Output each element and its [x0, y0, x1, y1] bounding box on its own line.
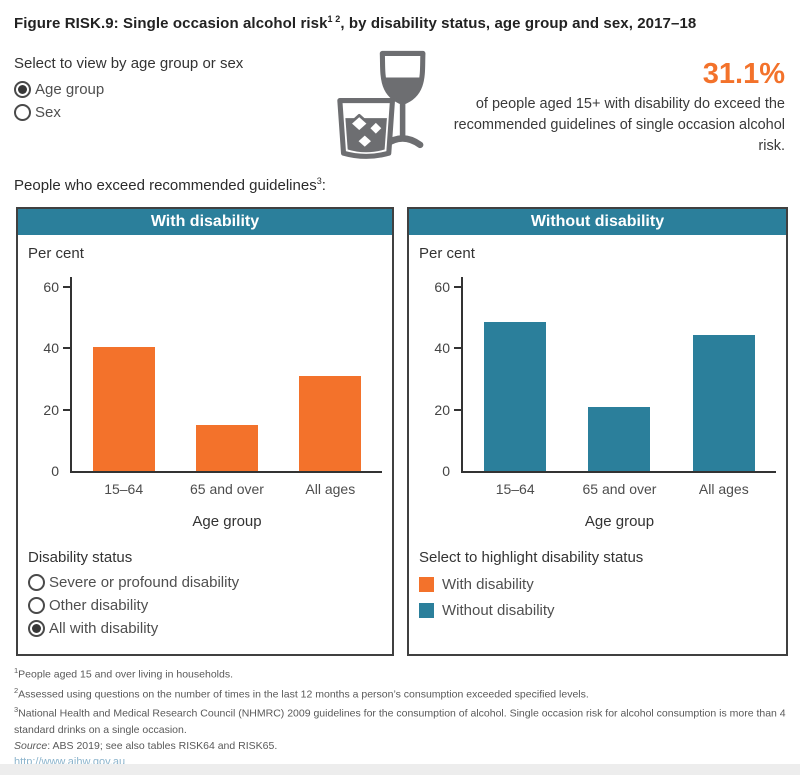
- plot: 0 20 40 60: [30, 277, 382, 479]
- panel-with-disability-title: With disability: [18, 209, 392, 235]
- footnotes-block: 1People aged 15 and over living in house…: [14, 663, 786, 770]
- radio-button-icon[interactable]: [14, 81, 31, 98]
- y-axis-line: [461, 277, 463, 471]
- bar-15–64[interactable]: [484, 322, 547, 471]
- panel-with-disability: With disability Per cent 0 20 40 60 15–64 65…: [16, 207, 394, 656]
- bar-65 and over[interactable]: [195, 425, 258, 471]
- highlight-legend-label: Select to highlight disability status: [419, 549, 644, 566]
- footnote-1: 1People aged 15 and over living in house…: [14, 666, 233, 681]
- radio-age-group-label: Age group: [35, 81, 105, 98]
- page-bottom-strip: [0, 764, 800, 775]
- with-disability-swatch-icon: [419, 576, 434, 592]
- y-axis-line: [70, 277, 72, 471]
- legend-item-with-disability[interactable]: With disability: [419, 571, 778, 597]
- x-label-15–64: 15–64: [495, 481, 535, 497]
- disability-status-group: Disability status Severe or profound dis…: [28, 549, 384, 640]
- x-label-65 and over: 65 and over: [190, 481, 264, 497]
- bar-65 and over[interactable]: [588, 406, 651, 471]
- source-line: Source: ABS 2019; see also tables RISK64…: [14, 739, 278, 752]
- radio-sex-label: Sex: [35, 104, 61, 121]
- x-labels: 15–64 65 and over All ages: [72, 481, 382, 497]
- radio-button-icon[interactable]: [28, 620, 45, 637]
- bars-area: [72, 287, 382, 471]
- legend-item-without-disability[interactable]: Without disability: [419, 597, 778, 623]
- footnote-2: 2Assessed using questions on the number …: [14, 685, 589, 701]
- view-selector-group: Select to view by age group or sex Age g…: [14, 55, 314, 124]
- radio-button-icon[interactable]: [28, 597, 45, 614]
- wine-glass-and-tumbler-icon: [337, 50, 426, 159]
- bar-slot: [567, 287, 671, 471]
- radio-other-disability[interactable]: Other disability: [28, 594, 384, 617]
- x-labels: 15–64 65 and over All ages: [463, 481, 776, 497]
- without-disability-swatch-icon: [419, 602, 434, 618]
- bar-slot: [175, 287, 278, 471]
- bar-15–64[interactable]: [92, 347, 155, 471]
- x-axis-line: [461, 471, 776, 473]
- radio-other-disability-label: Other disability: [49, 597, 149, 614]
- radio-sex[interactable]: Sex: [14, 101, 314, 124]
- legend-without-disability-label: Without disability: [442, 601, 555, 619]
- radio-all-with-disability[interactable]: All with disability: [28, 617, 384, 640]
- radio-severe-profound-label: Severe or profound disability: [49, 574, 240, 591]
- stat-description: of people aged 15+ with disability do ex…: [453, 96, 785, 154]
- x-axis-title: Age group: [584, 513, 655, 530]
- bar-slot: [672, 287, 776, 471]
- x-label-15–64: 15–64: [104, 481, 144, 497]
- x-label-65 and over: 65 and over: [582, 481, 657, 497]
- radio-button-icon[interactable]: [28, 574, 45, 591]
- bar-slot: [279, 287, 382, 471]
- y-axis-ticks: 0 20 40 60: [30, 279, 72, 479]
- y-axis-title: Per cent: [419, 245, 475, 262]
- radio-button-icon[interactable]: [14, 104, 31, 121]
- disability-status-label: Disability status: [28, 549, 133, 566]
- radio-severe-profound[interactable]: Severe or profound disability: [28, 571, 384, 594]
- y-axis-title: Per cent: [28, 245, 84, 262]
- bar-All ages[interactable]: [692, 334, 755, 471]
- highlight-legend-group: Select to highlight disability status Wi…: [419, 549, 778, 623]
- panel-without-disability-title: Without disability: [409, 209, 786, 235]
- bars-area: [463, 287, 776, 471]
- stat-callout: 31.1% of people aged 15+ with disability…: [433, 58, 785, 157]
- stat-value: 31.1%: [702, 58, 785, 90]
- plot: 0 20 40 60: [421, 277, 776, 479]
- charts-subtitle: People who exceed recommended guidelines…: [14, 176, 326, 194]
- radio-all-with-disability-label: All with disability: [49, 620, 159, 637]
- y-axis-ticks: 0 20 40 60: [421, 279, 463, 479]
- bar-All ages[interactable]: [299, 375, 362, 471]
- bar-slot: [72, 287, 175, 471]
- footnote-3: 3National Health and Medical Research Co…: [14, 705, 786, 736]
- x-label-All ages: All ages: [698, 481, 749, 497]
- panel-without-disability: Without disability Per cent 0 20 40 60 15–6…: [407, 207, 788, 656]
- figure-title: Figure RISK.9: Single occasion alcohol r…: [14, 14, 697, 32]
- radio-age-group[interactable]: Age group: [14, 78, 314, 101]
- x-axis-line: [70, 471, 382, 473]
- x-axis-title: Age group: [192, 513, 262, 530]
- subtitle-superscript: 3: [316, 176, 322, 186]
- x-label-All ages: All ages: [305, 481, 356, 497]
- bar-slot: [463, 287, 567, 471]
- title-superscript: 1 2: [327, 14, 341, 24]
- legend-with-disability-label: With disability: [442, 575, 534, 593]
- view-selector-label: Select to view by age group or sex: [14, 55, 244, 72]
